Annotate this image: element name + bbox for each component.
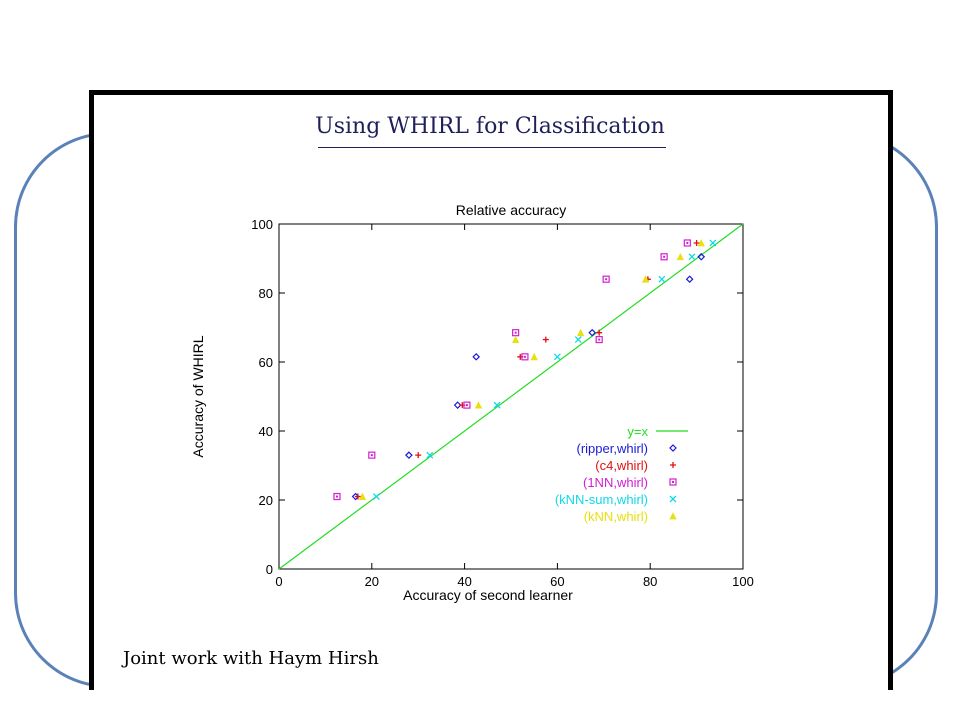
legend-label: (1NN,whirl) [583,475,648,490]
data-point [641,275,650,283]
data-point [426,451,434,459]
data-point [676,252,685,261]
x-axis-label: Accuracy of second learner [403,587,573,603]
slide-title: Using WHIRL for Classification [315,114,665,139]
data-point [553,353,561,361]
data-point [512,329,520,337]
slide-frame [89,90,893,690]
y-tick-label: 80 [259,286,273,301]
x-tick-label: 20 [365,574,379,589]
data-point [463,401,471,409]
data-point [602,275,610,283]
x-tick-label: 100 [732,574,754,589]
y-tick-label: 20 [259,493,273,508]
legend-swatch [670,462,676,468]
data-point [453,401,462,409]
data-point [493,401,501,409]
data-point [658,275,666,283]
plot-frame [278,223,744,570]
legend-label: (ripper,whirl) [576,441,648,456]
data-point [709,239,717,247]
legend-swatch [669,512,677,520]
data-point [333,492,341,501]
y-axis-label: Accuracy of WHIRL [190,335,206,457]
data-point [588,328,597,337]
data-point [596,329,603,336]
data-point [415,452,422,459]
data-point [521,353,529,361]
legend-label: (kNN,whirl) [584,509,648,524]
data-point [683,239,691,247]
y-tick-label: 100 [251,217,273,232]
legend-swatch [669,495,677,503]
data-point [542,336,549,343]
y-tick-label: 60 [259,355,273,370]
footer-note: Joint work with Haym Hirsh [123,648,379,669]
data-point [405,451,413,459]
legend-label: (c4,whirl) [595,458,648,473]
data-point [511,335,520,343]
legend-swatch [669,478,677,486]
x-tick-label: 40 [457,574,471,589]
data-point [688,253,696,261]
title-underline [318,147,666,148]
reference-line-y-equals-x [278,223,744,570]
legend-swatch [669,444,677,452]
data-point [474,401,483,409]
scatter-chart: 0 20 40 60 80 100 0 20 40 60 80 100 Relative accurac… [190,202,754,603]
data-point [354,493,361,500]
x-tick-label: 0 [275,574,282,589]
data-point [697,252,706,261]
y-tick-label: 40 [259,424,273,439]
data-point [576,328,585,337]
data-point [358,492,367,500]
data-point [574,336,582,344]
y-tick-label: 0 [266,562,273,577]
data-point [660,253,668,261]
data-point [472,352,481,361]
chart-title: Relative accuracy [456,202,567,218]
data-point [697,239,705,247]
data-point [595,335,603,344]
legend-label: (kNN-sum,whirl) [555,492,648,507]
data-point [372,493,380,501]
data-point [693,239,700,246]
data-point [368,451,376,459]
legend-label: y=x [627,424,648,439]
x-tick-label: 60 [550,574,564,589]
data-point [685,275,694,284]
data-point [530,352,538,361]
x-tick-label: 80 [643,574,657,589]
